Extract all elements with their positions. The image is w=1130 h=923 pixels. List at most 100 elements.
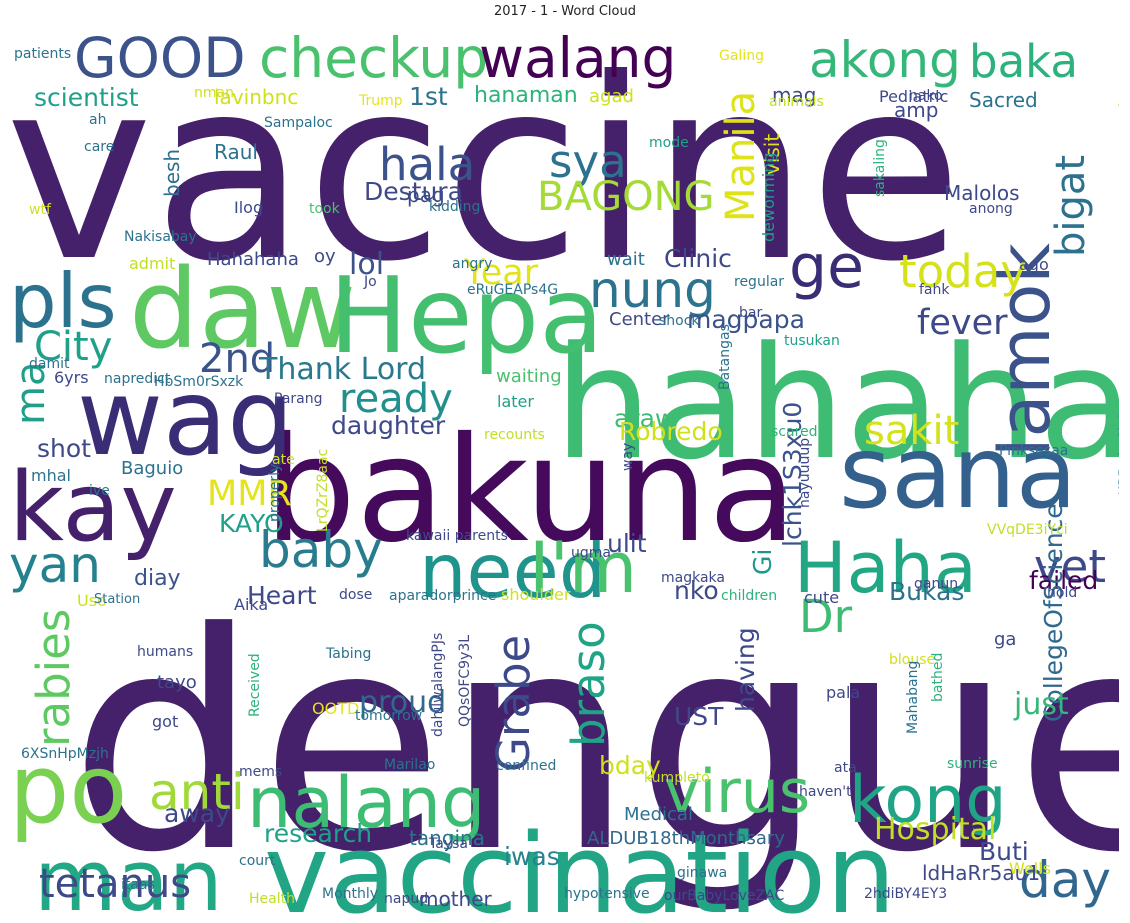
word-malolos-98: Malolos [944, 181, 1020, 205]
word-haven-t-187: haven't [799, 784, 852, 800]
word-taysa-188: Taysa [428, 836, 468, 852]
word-city-43: City [34, 324, 112, 370]
word-humans-167: humans [137, 644, 193, 660]
word-pag-97: pag [407, 183, 445, 207]
word-tusukan-144: tusukan [784, 333, 840, 349]
word-visit-89: visit [760, 134, 784, 175]
word-itaas-192: itaas [121, 877, 155, 893]
word-bukas-60: Bukas [889, 577, 964, 606]
word-ootd-178: OOTD [312, 699, 359, 718]
word-away-75: away [164, 799, 230, 828]
word-good-20: GOOD [74, 26, 246, 90]
word-buti-79: Buti [979, 837, 1029, 866]
word-lrqzrz8aac-155: LrQZrZ8aac [315, 449, 331, 532]
word-oy-101: oy [314, 246, 336, 267]
word-lamok-19: lamok [984, 243, 1066, 457]
word-station-109: Station [94, 592, 140, 607]
word-ge-25: ge [789, 232, 864, 302]
word-mahabang-174: Mahabang [905, 661, 921, 734]
word-checkup-21: checkup [259, 26, 488, 90]
word-deworming-99: deworming [759, 153, 778, 243]
word-yan-29: yan [9, 536, 101, 594]
word-nako-123: nako [909, 88, 943, 104]
word-trump-120: Trump [358, 93, 403, 109]
word-dr-36: Dr [799, 590, 853, 643]
word-scientist-84: scientist [34, 83, 139, 112]
word-cute-114: cute [804, 588, 839, 607]
word-heart-59: Heart [247, 581, 317, 610]
word-damit-146: damit [29, 356, 70, 372]
word-day-32: day [1019, 851, 1111, 909]
word-i-m-14: I'm [529, 527, 637, 609]
word-ma-45: ma [9, 362, 54, 425]
word-ugma-163: ugma [571, 545, 611, 561]
word-hospital-51: Hospital [874, 812, 996, 847]
word-raul-94: Raul [214, 140, 258, 164]
word-baby-28: baby [259, 521, 383, 579]
word-dose-111: dose [339, 587, 372, 603]
word-nman-119: nman [194, 85, 234, 101]
word-wag-7: wag [77, 357, 294, 479]
word-health-193: Health [249, 891, 295, 907]
word-bagong-40: BAGONG [537, 174, 715, 220]
word-mmr-50: MMR [207, 474, 292, 514]
word-nalang-16: nalang [247, 762, 485, 844]
word-shock-142: shock [659, 313, 700, 329]
word-vaccination-4: vaccination [264, 810, 896, 917]
word-mhal-117: mhal [31, 466, 71, 485]
word-parang-150: Parang [274, 391, 323, 407]
word-today-27: today [899, 245, 1027, 298]
word-got-177: got [152, 712, 178, 731]
word-bakuna-3: bakuna [264, 406, 797, 575]
word-dpat-124: dpat [1117, 80, 1119, 112]
word-cloud: vaccinedenguehahahabakunavaccinationdawH… [9, 25, 1119, 917]
word-tabing-168: Tabing [325, 646, 371, 662]
word-children-113: children [721, 588, 777, 604]
word-destura-96: Destura [364, 177, 463, 206]
word-kong-17: kong [849, 763, 1007, 838]
word-care-127: care [84, 139, 114, 155]
word-patients-118: patients [14, 46, 71, 62]
word-bday-74: bday [599, 751, 661, 780]
word-scared-152: scared [771, 424, 818, 440]
word-waiting-104: waiting [496, 366, 562, 387]
word-shoulder-107: shoulder [501, 585, 571, 604]
word-galing-121: Galing [719, 48, 764, 64]
word-wait-102: wait [607, 249, 645, 270]
word-took-132: took [309, 201, 341, 217]
word-baka-24: baka [969, 35, 1078, 88]
word-ata-184: ata [834, 760, 857, 776]
word-iwas-80: iwas [504, 842, 560, 871]
word-mag-90: mag [772, 83, 816, 107]
word-jo-137: Jo [363, 274, 377, 290]
word-napredict-148: napredict [104, 371, 171, 387]
word-fahk-141: fahk [919, 282, 950, 298]
word-center-106: Center [609, 309, 670, 330]
word-need-13: need [419, 527, 606, 615]
word-2nd-44: 2nd [199, 336, 275, 382]
word-later-105: later [497, 392, 534, 411]
word-nko-66: nko [674, 576, 719, 605]
word-nakisabay-135: Nakisabay [124, 229, 197, 245]
word-confined-183: confined [496, 758, 556, 774]
word-failed-61: failed [1029, 566, 1098, 595]
word-bar-143: bar [739, 305, 762, 321]
word-manila-41: Manila [718, 91, 764, 222]
word-year-49: Year [463, 253, 539, 293]
word-shot-68: shot [37, 434, 91, 463]
word-dahilwalangpjs-173: dahilwalangPJs [430, 633, 446, 737]
word-ate-154: ate [272, 452, 295, 468]
word-kayo-67: KAYO [219, 509, 284, 538]
word-pls-12: pls [9, 257, 117, 345]
word-haha-15: Haha [794, 527, 977, 609]
word-collegeofscience-62: CollegeOfScience [1039, 503, 1068, 722]
word-received-171: Received [247, 653, 263, 717]
word-grabe-35: Grabe [487, 635, 540, 772]
word-clinic-54: Clinic [664, 244, 732, 273]
word-1st-86: 1st [409, 82, 448, 111]
word-virus-18: virus [664, 757, 810, 827]
word-gi-65: Gi [748, 549, 777, 575]
word-agad-88: agad [589, 86, 634, 107]
word-vet-37: vet [1034, 540, 1106, 593]
word-ourbabylovezac-197: ourBabyLoveZAC [664, 888, 784, 904]
